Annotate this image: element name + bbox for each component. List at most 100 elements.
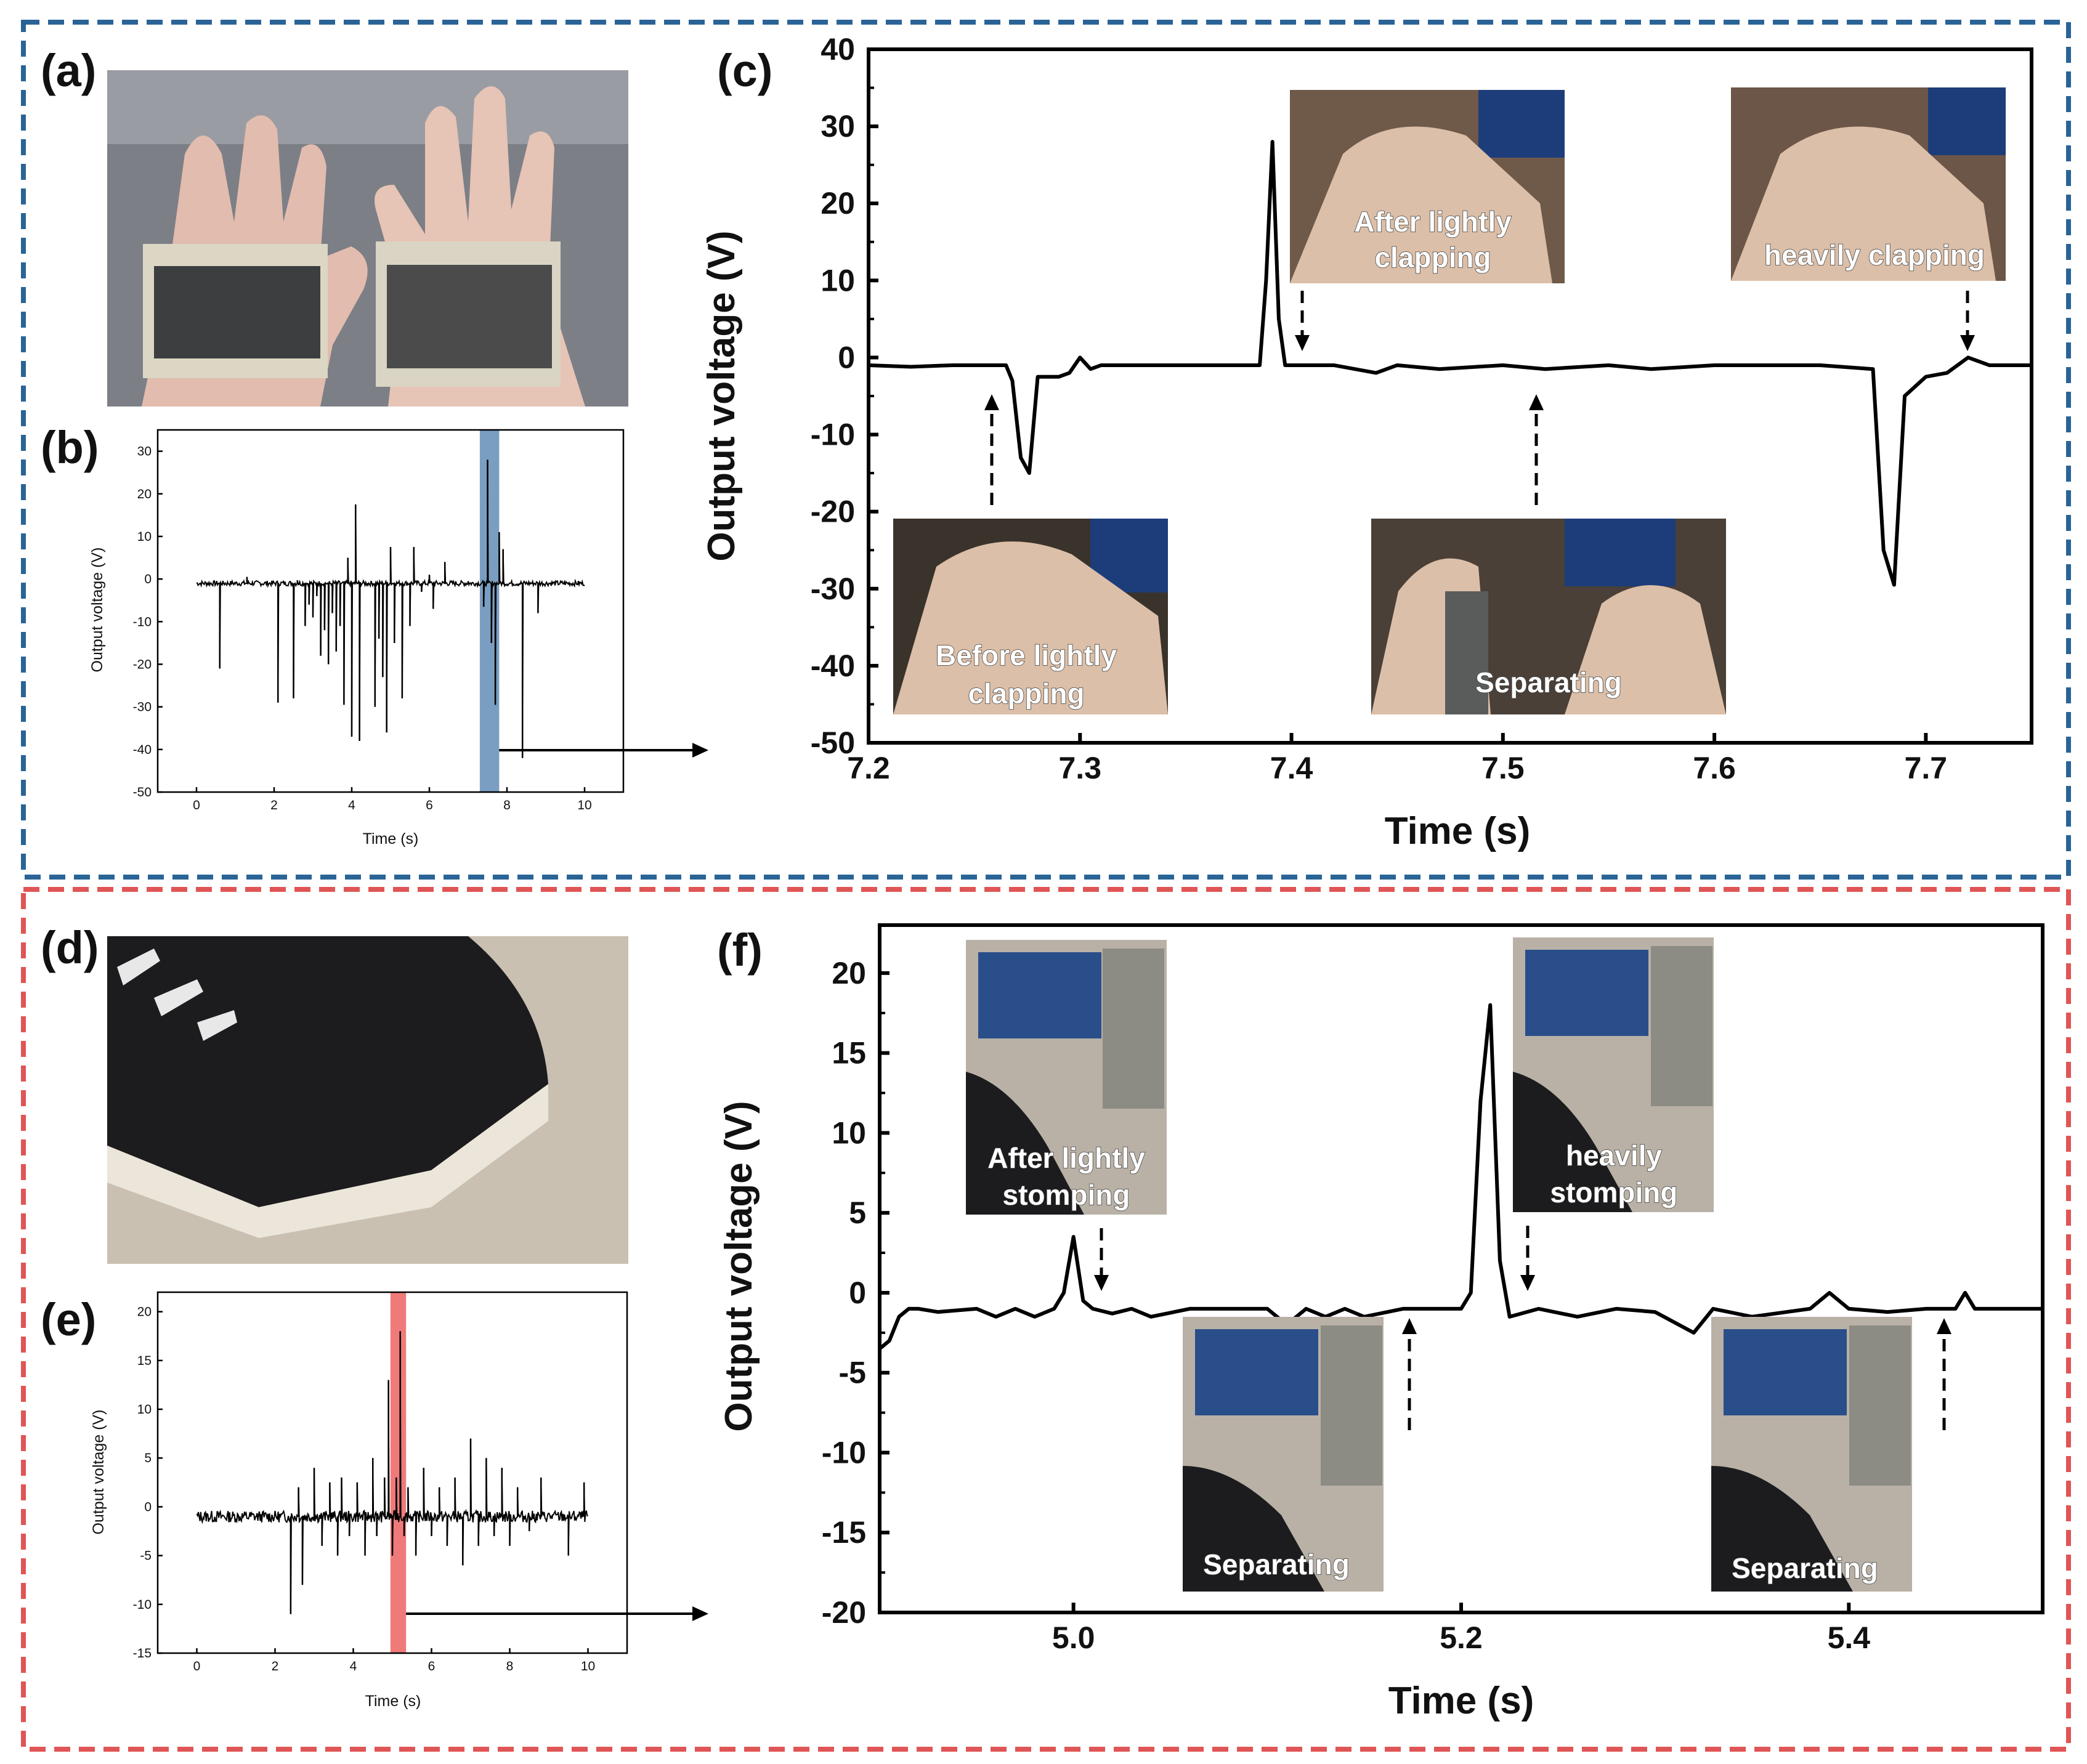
caption-heavily-stomping-1: heavily (1566, 1139, 1662, 1171)
x-tick-label-f-0: 5.0 (1052, 1620, 1095, 1655)
x-tick-label-b-5: 10 (577, 798, 591, 812)
x-tick-label-b-3: 6 (426, 798, 433, 812)
caption-separating-stomping-1: Separating (1203, 1548, 1350, 1580)
x-tick-label-b-0: 0 (193, 798, 200, 812)
x-tick-label-c-0: 7.2 (847, 751, 890, 785)
caption-heavily-clapping: heavily clapping (1764, 239, 1985, 271)
x-tick-label-e-1: 2 (272, 1659, 279, 1673)
inset-separating-clapping: Separating (1371, 519, 1726, 714)
panel-label-c: (c) (717, 45, 772, 96)
x-axis-label-c: Time (s) (1385, 810, 1531, 852)
x-tick-label-b-4: 8 (503, 798, 511, 812)
x-tick-label-c-5: 7.7 (1905, 751, 1948, 785)
x-tick-label-c-1: 7.3 (1059, 751, 1102, 785)
y-tick-label-f-0: -20 (822, 1595, 866, 1630)
inset-after-lightly-clapping: After lightly clapping (1290, 90, 1565, 283)
y-tick-label-e-1: -10 (133, 1598, 152, 1612)
x-tick-label-e-0: 0 (193, 1659, 201, 1673)
x-tick-label-f-2: 5.4 (1828, 1620, 1871, 1655)
y-tick-label-c-4: -10 (811, 418, 855, 452)
caption-before-lightly-clapping-1: Before lightly (936, 639, 1117, 671)
y-tick-label-c-3: -20 (811, 495, 855, 529)
caption-heavily-stomping-2: stomping (1550, 1176, 1678, 1208)
x-axis-label-e: Time (s) (365, 1693, 421, 1710)
panel-label-d: (d) (41, 922, 99, 973)
panel-label-b: (b) (41, 422, 99, 473)
chart-e: 0 2 4 6 8 10 -15 -10 -5 0 5 10 15 20 Time (s) Output vo… (90, 1291, 628, 1710)
y-tick-label-e-0: -15 (133, 1646, 152, 1661)
y-tick-label-e-7: 20 (137, 1305, 152, 1319)
y-tick-label-f-8: 20 (832, 956, 866, 990)
y-axis-label-f: Output voltage (V) (718, 1101, 760, 1431)
x-tick-label-b-2: 4 (348, 798, 355, 812)
y-tick-label-b-6: 10 (137, 530, 152, 544)
x-tick-label-c-4: 7.6 (1693, 751, 1736, 785)
y-tick-label-e-3: 0 (144, 1500, 152, 1514)
inset-heavily-clapping: heavily clapping (1731, 87, 2006, 281)
x-axis-label-b: Time (s) (363, 830, 419, 848)
y-tick-label-b-3: -20 (133, 657, 152, 671)
photo-hands-electrodes (107, 70, 628, 407)
y-tick-label-f-3: -5 (839, 1356, 866, 1390)
plot-frame-e (156, 1291, 628, 1654)
y-tick-label-f-4: 0 (849, 1276, 866, 1310)
panel-label-e: (e) (41, 1294, 96, 1345)
indicator-arrowheads-c (984, 335, 1975, 410)
x-tick-label-e-3: 6 (428, 1659, 436, 1673)
series-line-e (196, 1331, 588, 1614)
y-tick-label-f-5: 5 (849, 1196, 866, 1230)
caption-after-lightly-stomping-1: After lightly (987, 1142, 1145, 1174)
x-axis-label-f: Time (s) (1388, 1680, 1534, 1722)
y-tick-label-b-0: -50 (133, 785, 152, 799)
caption-separating-stomping-2: Separating (1732, 1552, 1878, 1584)
y-tick-label-c-7: 20 (821, 186, 855, 220)
highlight-band-e (390, 1292, 407, 1653)
arrowhead-b-to-c (692, 743, 708, 758)
y-tick-label-b-8: 30 (137, 445, 152, 459)
y-tick-label-b-5: 0 (144, 572, 152, 586)
caption-after-lightly-clapping-1: After lightly (1354, 206, 1512, 238)
y-tick-label-f-2: -10 (822, 1435, 866, 1470)
caption-separating-clapping: Separating (1475, 666, 1622, 698)
y-tick-label-e-2: -5 (140, 1549, 152, 1563)
inset-before-lightly-clapping: Before lightly clapping (893, 519, 1168, 714)
y-tick-label-c-5: 0 (838, 340, 855, 374)
x-tick-label-b-1: 2 (270, 798, 278, 812)
y-tick-label-e-5: 10 (137, 1402, 152, 1417)
top-frame (21, 20, 2071, 880)
y-axis-label-e: Output voltage (V) (90, 1410, 107, 1535)
series-line-c (868, 140, 2032, 587)
bottom-frame (21, 887, 2071, 1752)
inset-heavily-stomping: heavily stomping (1513, 937, 1714, 1212)
y-tick-label-c-2: -30 (811, 572, 855, 606)
x-tick-label-c-2: 7.4 (1270, 751, 1313, 785)
y-tick-label-c-8: 30 (821, 109, 855, 144)
y-axis-label-b: Output voltage (V) (89, 548, 106, 673)
series-line-f (878, 1003, 2043, 1351)
x-tick-label-e-2: 4 (350, 1659, 357, 1673)
x-tick-label-c-3: 7.5 (1481, 751, 1525, 785)
panel-label-f: (f) (717, 924, 763, 976)
panel-label-a: (a) (41, 45, 96, 96)
y-tick-label-c-1: -40 (811, 649, 855, 683)
x-tick-label-f-1: 5.2 (1440, 1620, 1483, 1655)
chart-b: 0 2 4 6 8 10 -50 -40 -30 -20 -10 0 10 20 30 Time (s) Out… (89, 429, 625, 848)
y-tick-label-f-6: 10 (832, 1115, 866, 1150)
caption-after-lightly-stomping-2: stomping (1003, 1179, 1130, 1211)
plot-frame-b (156, 429, 625, 793)
y-tick-label-e-6: 15 (137, 1354, 152, 1368)
inset-separating-stomping-1: Separating (1183, 1317, 1384, 1592)
y-tick-label-b-2: -30 (133, 700, 152, 714)
y-tick-label-c-0: -50 (811, 726, 855, 760)
y-tick-label-c-6: 10 (821, 263, 855, 297)
y-tick-label-e-4: 5 (144, 1451, 152, 1465)
chart-c: 7.2 7.3 7.4 7.5 7.6 7.7 -50 -40 -30 -20 -10 0 10 20 30… (700, 32, 2033, 852)
caption-before-lightly-clapping-2: clapping (968, 678, 1084, 710)
y-tick-label-b-7: 20 (137, 487, 152, 501)
y-tick-label-c-9: 40 (821, 32, 855, 67)
photo-shoe (107, 936, 628, 1264)
series-line-b (196, 459, 585, 758)
y-tick-label-b-4: -10 (133, 615, 152, 629)
inset-separating-stomping-2: Separating (1711, 1317, 1912, 1592)
